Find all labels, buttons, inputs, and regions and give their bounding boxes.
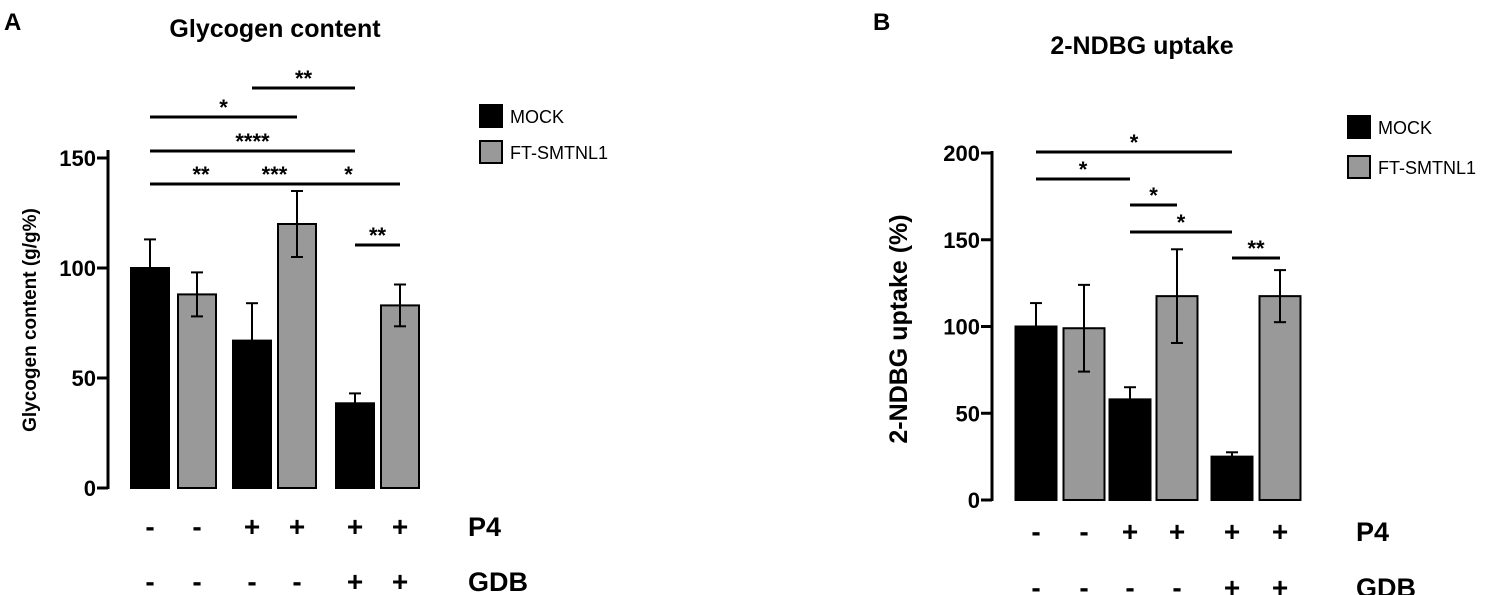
significance-label: ** (192, 162, 210, 187)
condition-p4-sign: - (1031, 516, 1040, 547)
legend-label: MOCK (510, 107, 564, 127)
condition-gdb-sign: + (1224, 572, 1240, 595)
y-tick-label: 50 (956, 401, 980, 426)
condition-gdb-sign: + (347, 566, 363, 595)
condition-p4-sign: + (347, 511, 363, 542)
significance-label: * (1130, 130, 1139, 155)
condition-gdb-sign: - (247, 566, 256, 595)
bar-ft-smtnl1 (177, 293, 217, 489)
legend-label: MOCK (1378, 118, 1432, 138)
y-tick-label: 0 (84, 476, 96, 501)
condition-gdb-sign: - (1031, 572, 1040, 595)
y-tick-label: 100 (943, 315, 980, 340)
condition-gdb-sign: + (1272, 572, 1288, 595)
significance-label: * (219, 95, 228, 120)
y-tick-label: 200 (943, 141, 980, 166)
condition-gdb-sign: - (1079, 572, 1088, 595)
condition-gdb-label: GDB (1356, 573, 1416, 595)
condition-p4-sign: - (1079, 516, 1088, 547)
condition-gdb-sign: - (1172, 572, 1181, 595)
y-tick-label: 100 (59, 256, 96, 281)
significance-label: ** (1247, 236, 1265, 261)
bar-ft-smtnl1 (1258, 295, 1302, 502)
bar-ft-smtnl1 (277, 223, 317, 489)
y-tick-label: 150 (943, 228, 980, 253)
condition-gdb-sign: - (1125, 572, 1134, 595)
condition-p4-sign: + (244, 511, 260, 542)
bar-mock (335, 402, 375, 489)
condition-p4-sign: + (289, 511, 305, 542)
condition-gdb-sign: - (192, 566, 201, 595)
legend-swatch (1347, 155, 1371, 179)
chart-panel-b: B 2-NDBG uptake 0 50 100 150 200 2-NDBG uptake … (873, 9, 1476, 595)
panel-letter: B (873, 9, 890, 36)
condition-p4-sign: - (145, 511, 154, 542)
condition-p4-sign: + (1272, 516, 1288, 547)
condition-p4-label: P4 (1356, 517, 1389, 547)
chart-panel-a: A Glycogen content 0 50 100 150 Glycogen conte… (4, 9, 608, 595)
condition-gdb-label: GDB (468, 567, 528, 595)
condition-p4-sign: + (392, 511, 408, 542)
significance-label: * (1177, 210, 1186, 235)
condition-gdb-sign: - (145, 566, 154, 595)
chart-title: 2-NDBG uptake (1050, 32, 1233, 60)
condition-p4-sign: - (192, 511, 201, 542)
condition-p4-label: P4 (468, 512, 501, 542)
significance-label: * (344, 162, 353, 187)
legend-swatch (1347, 115, 1371, 139)
significance-label: *** (262, 162, 288, 187)
y-tick-label: 150 (59, 146, 96, 171)
legend-label: FT-SMTNL1 (510, 143, 608, 163)
condition-p4-sign: + (1169, 516, 1185, 547)
bar-mock (1108, 398, 1152, 501)
significance-label: **** (235, 129, 270, 154)
condition-gdb-sign: - (292, 566, 301, 595)
legend-swatch (479, 140, 503, 164)
bar-ft-smtnl1 (380, 304, 420, 489)
condition-p4-sign: + (1122, 516, 1138, 547)
legend-label: FT-SMTNL1 (1378, 158, 1476, 178)
significance-label: ** (369, 223, 387, 248)
significance-label: * (1149, 183, 1158, 208)
bar-mock (130, 267, 170, 489)
legend-swatch (479, 104, 503, 128)
significance-label: * (1079, 157, 1088, 182)
y-axis-label: Glycogen content (g/g%) (20, 208, 41, 432)
y-axis-label: 2-NDBG uptake (%) (885, 214, 913, 443)
y-tick-label: 50 (72, 366, 96, 391)
bar-mock (1210, 455, 1254, 501)
bar-mock (1014, 325, 1058, 501)
panel-letter: A (4, 9, 21, 36)
condition-gdb-sign: + (392, 566, 408, 595)
significance-label: ** (295, 66, 313, 91)
y-tick-label: 0 (968, 488, 980, 513)
condition-p4-sign: + (1224, 516, 1240, 547)
chart-title: Glycogen content (169, 15, 381, 43)
